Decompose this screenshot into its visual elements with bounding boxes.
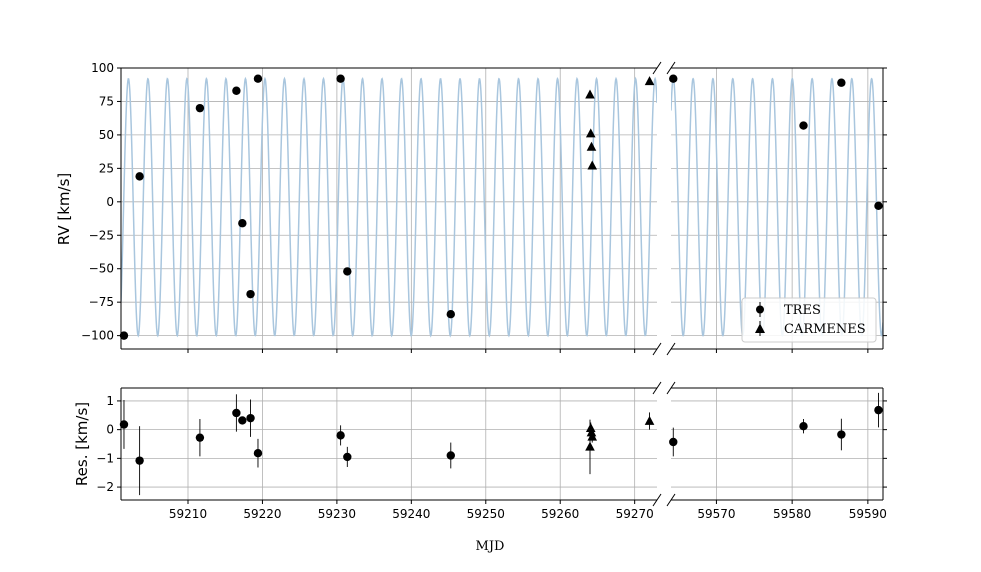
ytick-label: 100 xyxy=(91,61,114,75)
res-ylabel: Res. [km/s] xyxy=(73,402,91,486)
axis-labels: RV [km/s] Res. [km/s] MJD xyxy=(55,173,504,554)
data-point-tres xyxy=(253,74,263,83)
data-point-carmenes xyxy=(586,427,597,437)
data-point-tres xyxy=(232,86,241,95)
axis-break-mark xyxy=(666,342,676,356)
xtick-label: 59250 xyxy=(467,507,505,521)
data-point-tres xyxy=(253,448,263,458)
data-point-tres xyxy=(336,74,345,83)
data-point-tres xyxy=(119,420,129,429)
data-point-tres xyxy=(343,452,352,462)
series-carmenes xyxy=(585,412,655,475)
ytick-label: −75 xyxy=(89,295,114,309)
data-point-tres xyxy=(446,310,455,319)
data-point-tres xyxy=(799,121,808,130)
data-point-tres xyxy=(119,331,129,340)
rv-ylabel: RV [km/s] xyxy=(55,173,73,246)
xtick-label: 59260 xyxy=(541,507,579,521)
series-tres xyxy=(119,394,455,496)
axis-break-mark xyxy=(652,61,662,75)
data-point-carmenes xyxy=(587,431,598,441)
data-point-tres xyxy=(874,201,883,211)
xtick-label: 59570 xyxy=(697,507,735,521)
series-tres xyxy=(669,74,883,211)
legend-tres-label: TRES xyxy=(784,303,821,318)
data-point-tres xyxy=(246,413,255,423)
axis-break-mark xyxy=(666,381,676,395)
grid-res-right xyxy=(671,388,883,500)
axes-rv-right xyxy=(666,61,887,356)
data-point-tres xyxy=(246,289,255,299)
data-point-tres xyxy=(669,74,678,83)
legend-carmenes-marker xyxy=(755,321,765,336)
mjd-xlabel: MJD xyxy=(476,539,505,554)
xtick-label: 59210 xyxy=(169,507,207,521)
xtick-label: 59220 xyxy=(243,507,281,521)
xtick-label: 59270 xyxy=(616,507,654,521)
axis-break-mark xyxy=(652,342,662,356)
legend-tres-marker xyxy=(756,302,764,317)
axis-break-mark xyxy=(652,381,662,395)
axes-res-left: −2 −1 0 1 59210 59220 59230 59240 59250 59260 5927… xyxy=(96,381,662,521)
residual-right-panel: 59570 59580 59590 xyxy=(666,381,887,521)
xtick-label: 59230 xyxy=(318,507,356,521)
ytick-label: 75 xyxy=(99,94,114,108)
data-point-carmenes xyxy=(585,89,595,99)
ytick-label: −50 xyxy=(89,262,114,276)
axis-break-mark xyxy=(652,493,662,507)
ytick-label: −100 xyxy=(81,329,114,343)
rv-model-curve xyxy=(671,77,883,337)
axes-rv-left: −100 −75 −50 −25 0 25 50 75 100 xyxy=(81,61,662,356)
ytick-label: 0 xyxy=(106,195,114,209)
data-point-tres xyxy=(669,437,678,447)
series-tres xyxy=(119,74,455,340)
series-tres xyxy=(669,392,883,457)
data-point-tres xyxy=(799,421,808,431)
ytick-label: 1 xyxy=(106,394,114,408)
data-point-carmenes xyxy=(586,141,597,151)
data-point-carmenes xyxy=(644,76,655,86)
ytick-label: −1 xyxy=(96,451,114,465)
grid-res-left xyxy=(121,388,657,500)
data-point-tres xyxy=(343,267,352,276)
data-point-tres xyxy=(446,451,455,460)
legend: TRES CARMENES xyxy=(741,297,877,343)
axes-res-right: 59570 59580 59590 xyxy=(666,381,887,521)
rv-left-panel: −100 −75 −50 −25 0 25 50 75 100 xyxy=(81,61,662,356)
xtick-label: 59240 xyxy=(392,507,430,521)
axis-break-mark xyxy=(666,493,676,507)
data-point-tres xyxy=(874,405,883,415)
data-point-carmenes xyxy=(585,128,596,138)
data-point-carmenes xyxy=(644,415,655,425)
data-point-tres xyxy=(195,103,205,113)
legend-carmenes-label: CARMENES xyxy=(784,322,866,337)
data-point-tres xyxy=(837,78,846,87)
data-point-tres xyxy=(195,433,205,442)
data-point-tres xyxy=(238,416,247,425)
rv-model-curve xyxy=(121,76,657,338)
data-point-tres xyxy=(336,431,345,440)
data-point-carmenes xyxy=(585,441,595,451)
axis-break-mark xyxy=(666,61,676,75)
ytick-label: 50 xyxy=(99,128,114,142)
data-point-tres xyxy=(232,408,241,418)
ytick-label: −2 xyxy=(96,480,114,494)
residual-left-panel: −2 −1 0 1 59210 59220 59230 59240 59250 59260 5927… xyxy=(96,381,662,521)
data-point-carmenes xyxy=(587,160,598,170)
ytick-label: 25 xyxy=(99,161,114,175)
ytick-label: 0 xyxy=(106,423,114,437)
data-point-tres xyxy=(837,430,846,439)
xtick-label: 59590 xyxy=(849,507,887,521)
series-carmenes xyxy=(585,76,655,170)
ytick-label: −25 xyxy=(89,228,114,242)
xtick-label: 59580 xyxy=(773,507,811,521)
data-point-tres xyxy=(238,219,247,228)
data-point-tres xyxy=(135,172,144,181)
data-point-tres xyxy=(135,456,144,465)
data-point-carmenes xyxy=(585,423,596,433)
